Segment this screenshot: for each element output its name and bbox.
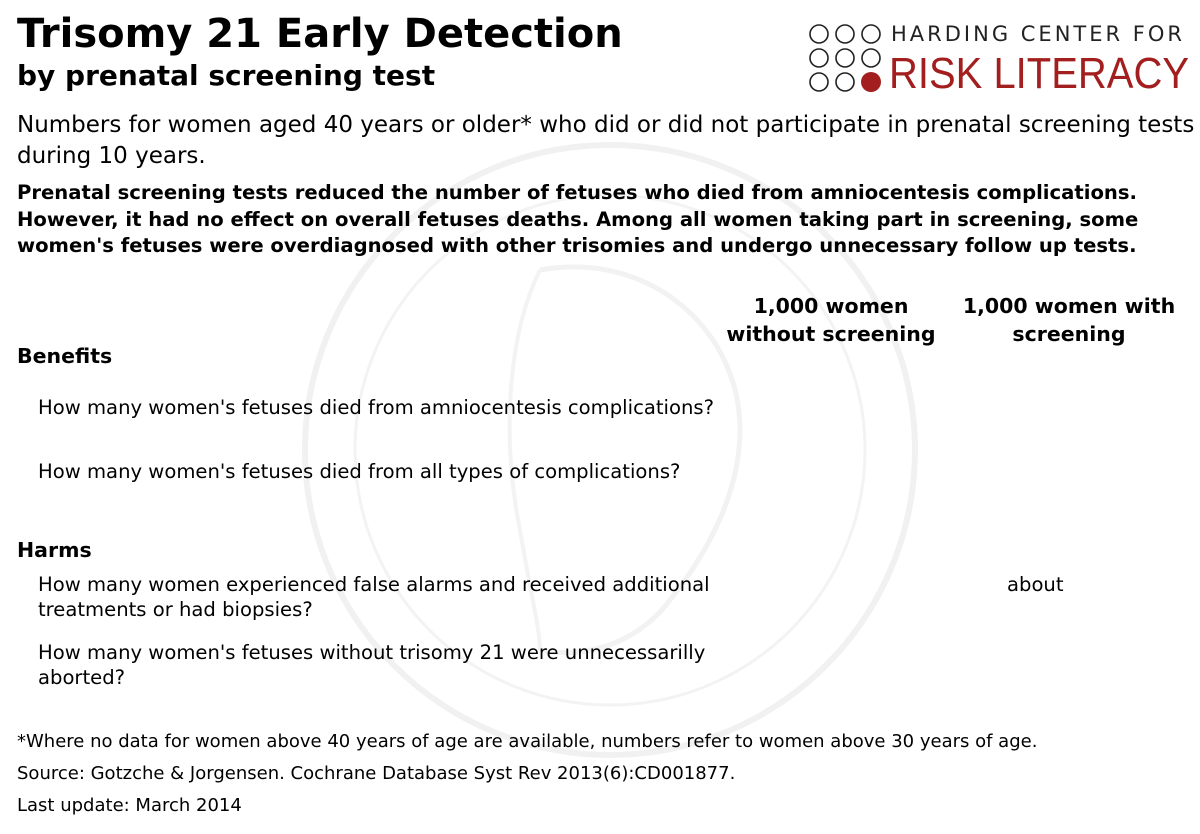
- logo-line1: HARDING CENTER FOR: [891, 22, 1185, 46]
- summary-text: Prenatal screening tests reduced the num…: [17, 181, 1139, 257]
- benefit-question-amniocentesis: How many women's fetuses died from amnio…: [38, 396, 714, 419]
- benefit-question-all-complications: How many women's fetuses died from all t…: [38, 460, 681, 483]
- benefits-heading: Benefits: [17, 344, 113, 368]
- harm-question-false-alarms: How many women experienced false alarms …: [38, 573, 710, 621]
- intro-text: Numbers for women aged 40 years or older…: [17, 112, 1195, 169]
- harm-question-unnecessary-abortions: How many women's fetuses without trisomy…: [38, 641, 706, 689]
- harding-center-logo: HARDING CENTER FOR RISK LITERACY: [809, 22, 1189, 94]
- page-title: Trisomy 21 Early Detection: [17, 11, 623, 57]
- footnote: *Where no data for women above 40 years …: [17, 731, 1038, 752]
- harms-heading: Harms: [17, 538, 92, 562]
- source-note: Source: Gotzche & Jorgensen. Cochrane Da…: [17, 763, 736, 784]
- column-header-without-screening: 1,000 women without screening: [726, 294, 936, 346]
- harm-false-alarms-with-screening-value: about: [1007, 573, 1064, 596]
- column-header-with-screening: 1,000 women with screening: [962, 294, 1176, 346]
- logo-line2: RISK LITERACY: [889, 49, 1189, 94]
- last-update: Last update: March 2014: [17, 795, 242, 816]
- page-subtitle: by prenatal screening test: [17, 59, 436, 92]
- watermark-seal: [302, 142, 918, 758]
